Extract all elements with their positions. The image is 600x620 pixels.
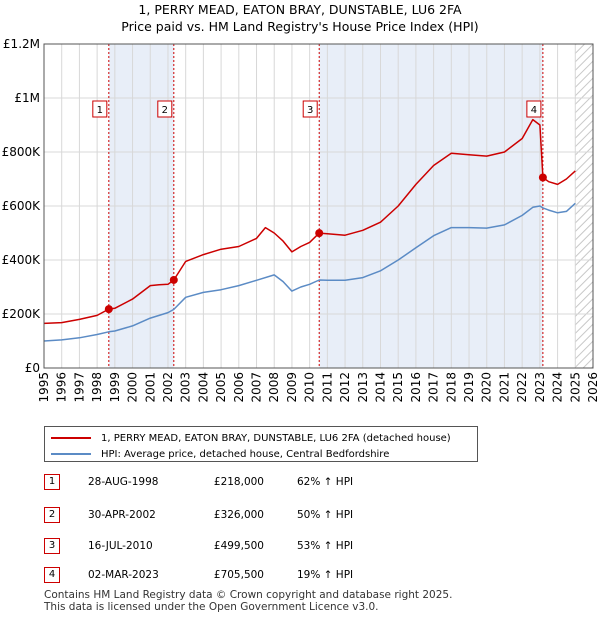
sale-date: 02-MAR-2023 (88, 569, 159, 581)
x-tick-label: 2010 (303, 372, 317, 403)
sale-price: £705,500 (213, 569, 264, 581)
x-tick-label: 1996 (55, 372, 69, 403)
x-tick-label: 2011 (320, 372, 334, 403)
x-tick-label: 2018 (444, 372, 458, 403)
x-tick-label: 2025 (568, 372, 582, 403)
x-tick-label: 2022 (515, 372, 529, 403)
y-tick-label: £600K (2, 199, 42, 213)
legend-label-hpi: HPI: Average price, detached house, Cent… (101, 448, 390, 460)
y-tick-label: £800K (2, 145, 42, 159)
sale-point (169, 275, 178, 284)
sale-point (315, 229, 324, 238)
sale-hpi-change: 50% ↑ HPI (297, 509, 354, 521)
sale-row: 2 30-APR-2002 £326,000 50% ↑ HPI (44, 505, 384, 525)
x-tick-label: 2007 (250, 372, 264, 403)
legend-swatch-red (51, 437, 91, 439)
x-tick-label: 2008 (267, 372, 281, 403)
x-tick-label: 2023 (533, 372, 547, 403)
x-tick-label: 2005 (214, 372, 228, 403)
legend-swatch-blue (51, 453, 91, 455)
sale-row: 1 28-AUG-1998 £218,000 62% ↑ HPI (44, 472, 384, 492)
sale-hpi-change: 62% ↑ HPI (297, 476, 354, 488)
x-tick-label: 2016 (409, 372, 423, 403)
legend-entry-property: 1, PERRY MEAD, EATON BRAY, DUNSTABLE, LU… (51, 430, 451, 446)
price-chart: 1 2 3 4 £0 £200K £400K £600K £800K £1M £1.2M 1995 19… (2, 37, 600, 403)
sale-price: £499,500 (213, 540, 264, 552)
sale-row: 3 16-JUL-2010 £499,500 53% ↑ HPI (44, 536, 384, 556)
x-tick-label: 1998 (90, 372, 104, 403)
x-tick-label: 1997 (72, 372, 86, 403)
x-tick-label: 2014 (373, 372, 387, 403)
plot-border (43, 43, 594, 369)
sale-hpi-change: 19% ↑ HPI (297, 569, 354, 581)
legend-label-property: 1, PERRY MEAD, EATON BRAY, DUNSTABLE, LU… (101, 432, 451, 444)
footer-copyright: Contains HM Land Registry data © Crown c… (44, 589, 453, 601)
series-line-hpi (44, 202, 576, 342)
sale-point (104, 305, 113, 314)
x-tick-label: 2006 (232, 372, 246, 403)
sale-row: 4 02-MAR-2023 £705,500 19% ↑ HPI (44, 565, 384, 585)
sale-date: 16-JUL-2010 (88, 540, 153, 552)
sale-hpi-change: 53% ↑ HPI (297, 540, 354, 552)
chart-legend: 1, PERRY MEAD, EATON BRAY, DUNSTABLE, LU… (44, 426, 478, 462)
sale-number-badge: 3 (44, 538, 60, 554)
sale-point (538, 173, 547, 182)
footer-licence: This data is licensed under the Open Gov… (44, 601, 379, 613)
x-tick-label: 2013 (356, 372, 370, 403)
sale-date: 30-APR-2002 (88, 509, 156, 521)
y-tick-label: £200K (2, 307, 42, 321)
x-tick-label: 2019 (462, 372, 476, 403)
x-tick-label: 2020 (480, 372, 494, 403)
x-tick-label: 1995 (37, 372, 51, 403)
x-tick-label: 2001 (143, 372, 157, 403)
y-tick-label: £400K (2, 253, 42, 267)
sale-label-box (157, 100, 173, 118)
x-tick-label: 2000 (126, 372, 140, 403)
y-tick-label: £1.2M (3, 37, 40, 51)
x-tick-label: 1999 (108, 372, 122, 403)
sale-label-text: 4 (531, 105, 537, 116)
x-tick-label: 2009 (285, 372, 299, 403)
sale-number-badge: 4 (44, 567, 60, 583)
series-group (44, 118, 576, 342)
sale-label-text: 1 (97, 105, 103, 116)
sale-number-badge: 1 (44, 474, 60, 490)
sale-label-box (526, 100, 542, 118)
series-line-property (44, 118, 576, 325)
x-tick-label: 2012 (338, 372, 352, 403)
legend-entry-hpi: HPI: Average price, detached house, Cent… (51, 446, 389, 462)
y-tick-label: £1M (14, 91, 40, 105)
x-tick-label: 2021 (497, 372, 511, 403)
sale-label-box (302, 100, 318, 118)
x-tick-label: 2026 (586, 372, 600, 403)
x-tick-label: 2004 (196, 372, 210, 403)
x-tick-label: 2024 (551, 372, 565, 403)
sale-price: £326,000 (213, 509, 264, 521)
sale-price: £218,000 (213, 476, 264, 488)
x-tick-label: 2015 (391, 372, 405, 403)
sale-date: 28-AUG-1998 (88, 476, 159, 488)
sale-label-text: 3 (307, 105, 313, 116)
x-tick-label: 2003 (179, 372, 193, 403)
sale-label-box (92, 100, 108, 118)
sale-number-badge: 2 (44, 507, 60, 523)
sale-label-text: 2 (162, 105, 168, 116)
x-tick-label: 2017 (427, 372, 441, 403)
chart-title-line1: 1, PERRY MEAD, EATON BRAY, DUNSTABLE, LU… (138, 2, 462, 17)
y-tick-label: £0 (25, 361, 40, 375)
chart-title-line2: Price paid vs. HM Land Registry's House … (121, 19, 479, 34)
x-tick-label: 2002 (161, 372, 175, 403)
